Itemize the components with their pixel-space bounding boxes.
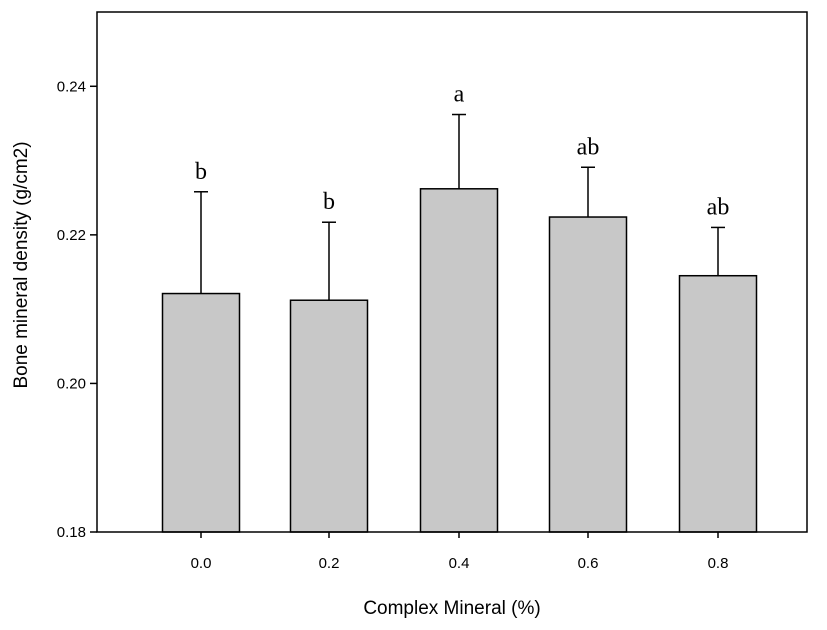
x-axis-title: Complex Mineral (%) [363, 598, 540, 619]
x-tick-label: 0.2 [319, 555, 340, 572]
significance-labels-group: b b a ab ab [195, 82, 729, 221]
plot-frame [96, 11, 808, 533]
significance-label-0.0: b [195, 159, 207, 185]
x-tick-label: 0.0 [191, 555, 212, 572]
y-axis-title: Bone mineral density (g/cm2) [11, 141, 32, 388]
bar-0.8 [678, 274, 758, 533]
x-tick-label: 0.4 [449, 555, 470, 572]
x-tick-label: 0.6 [578, 555, 599, 572]
significance-label-0.4: a [454, 82, 465, 108]
bar-0.2 [289, 299, 369, 533]
significance-label-0.2: b [323, 189, 335, 215]
x-axis: 0.0 0.2 0.4 0.6 0.8 [191, 532, 729, 572]
bar-0.4 [419, 188, 499, 533]
x-tick-label: 0.8 [708, 555, 729, 572]
y-tick-label: 0.22 [57, 227, 86, 244]
y-tick-label: 0.20 [57, 375, 86, 392]
bars-group [161, 188, 758, 533]
significance-label-0.6: ab [577, 134, 600, 160]
bar-0.0 [161, 292, 241, 533]
significance-label-0.8: ab [707, 194, 730, 220]
error-bars-group [194, 113, 725, 301]
bar-0.6 [548, 216, 628, 533]
y-tick-label: 0.18 [57, 524, 86, 541]
y-axis: 0.18 0.20 0.22 0.24 [57, 78, 97, 541]
y-tick-label: 0.24 [57, 78, 86, 95]
